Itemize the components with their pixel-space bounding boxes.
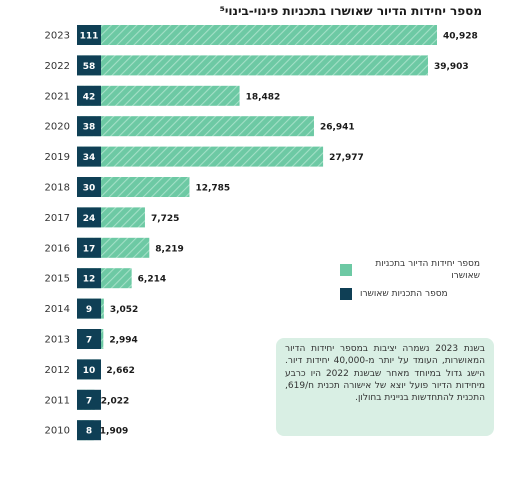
units-bar (77, 25, 437, 45)
legend-item-plans: מספר התכניות שאושרו (340, 288, 480, 300)
plans-bar (77, 55, 101, 76)
year-label: 2011 (45, 395, 70, 406)
note-box: בשנת 2023 נשמרה יציבות במספר יחידות הדיו… (276, 338, 494, 436)
plans-bar (77, 207, 101, 228)
units-value-label: 6,214 (138, 275, 166, 285)
units-bar (77, 177, 190, 197)
units-value-label: 8,219 (155, 244, 183, 254)
plans-count-label: 38 (83, 123, 96, 133)
plans-bar (77, 25, 101, 45)
plans-count-label: 24 (83, 214, 96, 224)
plans-bar (77, 359, 101, 380)
plans-count-label: 8 (86, 427, 92, 437)
plans-count-label: 9 (86, 305, 92, 315)
units-value-label: 3,052 (110, 305, 138, 315)
year-label: 2023 (45, 31, 70, 42)
units-value-label: 12,785 (195, 184, 230, 194)
plans-bar (77, 146, 101, 167)
year-label: 2010 (45, 426, 70, 437)
plans-bar (77, 389, 101, 410)
plans-count-label: 12 (83, 275, 96, 285)
units-value-label: 27,977 (329, 153, 364, 163)
plans-count-label: 30 (83, 184, 96, 194)
plans-bar (77, 298, 101, 319)
units-value-label: 2,994 (109, 336, 137, 346)
chart-title: מספר יחידות הדיור שאושרו בתכניות פינוי-ב… (219, 4, 482, 18)
year-label: 2017 (45, 213, 70, 224)
year-label: 2014 (45, 304, 70, 315)
units-bar (77, 55, 428, 76)
units-value-label: 2,022 (101, 396, 129, 406)
plans-bar (77, 420, 101, 441)
year-label: 2016 (45, 243, 70, 254)
year-label: 2020 (45, 122, 70, 133)
legend-label-units: מספר יחידות הדיור בתכניות שאושרו (375, 259, 480, 281)
plans-bar (77, 329, 101, 349)
plans-count-label: 10 (83, 366, 96, 376)
units-bar (77, 85, 240, 106)
units-bar (77, 116, 314, 137)
plans-count-label: 111 (80, 32, 99, 42)
legend-swatch-plans (340, 288, 352, 300)
plans-count-label: 17 (83, 244, 96, 254)
legend-swatch-units (340, 264, 352, 276)
plans-count-label: 42 (83, 92, 96, 102)
year-label: 2012 (45, 365, 70, 376)
units-value-label: 18,482 (246, 92, 281, 102)
legend-item-units: מספר יחידות הדיור בתכניות שאושרו (340, 258, 480, 282)
plans-bar (77, 85, 101, 106)
units-bar (77, 146, 324, 167)
plans-bar (77, 177, 101, 197)
plans-bar (77, 268, 101, 289)
year-label: 2019 (45, 152, 70, 163)
units-value-label: 26,941 (320, 123, 355, 133)
year-label: 2022 (45, 61, 70, 72)
units-value-label: 39,903 (434, 62, 469, 72)
units-value-label: 2,662 (106, 366, 134, 376)
plans-count-label: 7 (86, 336, 92, 346)
plans-count-label: 58 (83, 62, 96, 72)
year-label: 2018 (45, 183, 70, 194)
plans-count-label: 7 (86, 396, 92, 406)
units-value-label: 1,909 (100, 427, 128, 437)
year-label: 2013 (45, 335, 70, 346)
year-label: 2015 (45, 274, 70, 285)
units-value-label: 40,928 (443, 32, 478, 42)
legend-label-plans: מספר התכניות שאושרו (360, 289, 448, 299)
plans-bar (77, 116, 101, 137)
plans-count-label: 34 (83, 153, 96, 163)
year-label: 2021 (45, 91, 70, 102)
units-value-label: 7,725 (151, 214, 179, 224)
plans-bar (77, 237, 101, 258)
